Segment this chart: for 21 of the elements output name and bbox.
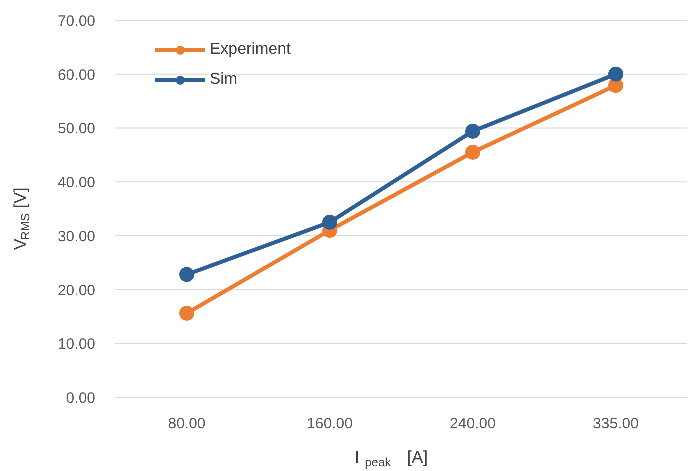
y-tick-label: 60.00 (58, 66, 96, 84)
point (466, 144, 480, 160)
y-tick-label: 70.00 (58, 13, 96, 30)
y-tick-label: 40.00 (58, 174, 96, 192)
point (180, 267, 194, 282)
x-tick-label: 335.00 (593, 416, 639, 432)
y-tick-label: 10.00 (58, 336, 96, 354)
point (180, 306, 194, 321)
legend-label: Sim (210, 71, 238, 89)
y-tick-label: 30.00 (58, 228, 96, 246)
point (608, 66, 624, 82)
legend-label: Experiment (210, 41, 291, 59)
y-tick-label: 20.00 (58, 282, 96, 300)
point (466, 124, 480, 139)
x-tick-label: 80.00 (168, 416, 206, 432)
point (322, 214, 338, 230)
x-tick-label: 160.00 (307, 416, 353, 432)
y-tick-label: 0.00 (66, 390, 96, 407)
x-tick-label: 240.00 (450, 416, 496, 432)
y-tick-label: 50.00 (58, 120, 96, 138)
y-axis-title: VRMS [V] (11, 188, 32, 250)
